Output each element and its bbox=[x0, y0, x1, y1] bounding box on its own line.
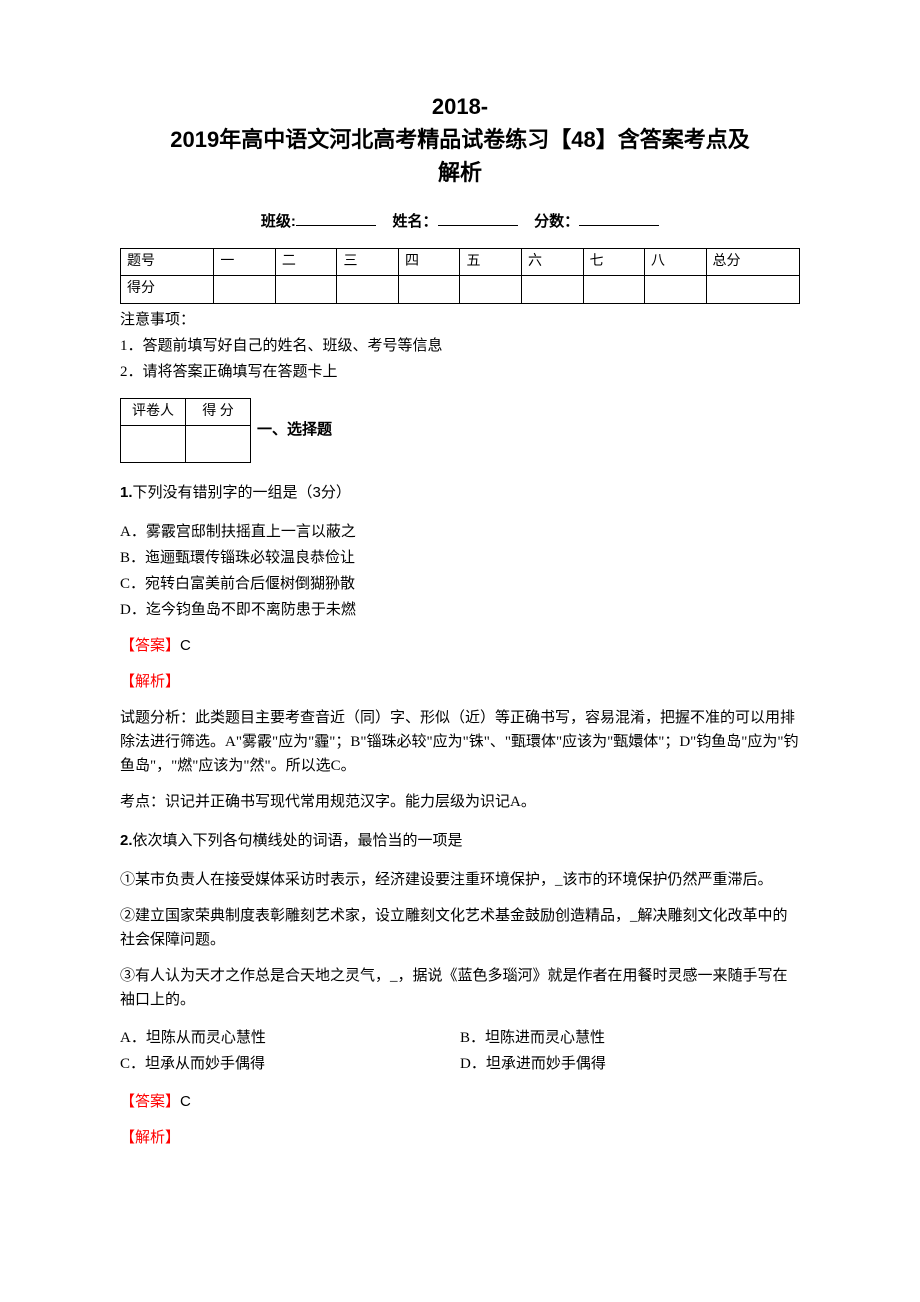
answer-line: 【答案】C bbox=[120, 1090, 800, 1114]
answer-label: 【答案】 bbox=[120, 1093, 180, 1110]
score-cell[interactable] bbox=[337, 276, 399, 303]
class-blank[interactable] bbox=[296, 209, 376, 226]
sub-item-text: ①某市负责人在接受媒体采访时表示，经济建设要注重环境保护，_该市的环境保护仍然严… bbox=[120, 872, 773, 888]
score-header: 五 bbox=[460, 249, 522, 276]
score-header: 一 bbox=[214, 249, 276, 276]
class-label: 班级: bbox=[261, 213, 296, 230]
title-line-3: 解析 bbox=[438, 160, 482, 185]
table-row: 得分 bbox=[121, 276, 800, 303]
score-header: 四 bbox=[398, 249, 460, 276]
score-header: 三 bbox=[337, 249, 399, 276]
score-cell[interactable] bbox=[645, 276, 707, 303]
option-d: D．迄今钧鱼岛不即不离防患于未燃 bbox=[120, 598, 800, 622]
score-header: 题号 bbox=[121, 249, 214, 276]
grader-block: 评卷人 得 分 一、选择题 bbox=[120, 398, 800, 463]
option-b: B．迤逦甄環传锱珠必较温良恭俭让 bbox=[120, 546, 800, 570]
grader-col1: 评卷人 bbox=[121, 398, 186, 425]
score-cell[interactable] bbox=[706, 276, 799, 303]
exam-title: 2018- 2019年高中语文河北高考精品试卷练习【48】含答案考点及 解析 bbox=[120, 90, 800, 189]
score-header: 总分 bbox=[706, 249, 799, 276]
name-label: 姓名： bbox=[392, 213, 437, 230]
score-header: 八 bbox=[645, 249, 707, 276]
score-cell[interactable] bbox=[583, 276, 645, 303]
option-c: C．宛转白富美前合后偃树倒猢狲散 bbox=[120, 572, 800, 596]
explain-label: 【解析】 bbox=[120, 670, 800, 694]
title-line-1: 2018- bbox=[432, 94, 488, 119]
table-row: 题号 一 二 三 四 五 六 七 八 总分 bbox=[121, 249, 800, 276]
form-line: 班级: 姓名： 分数： bbox=[120, 209, 800, 234]
option-d: D．坦承进而妙手偶得 bbox=[460, 1052, 800, 1076]
score-header: 六 bbox=[521, 249, 583, 276]
grader-col2: 得 分 bbox=[186, 398, 251, 425]
score-cell[interactable] bbox=[398, 276, 460, 303]
score-header: 二 bbox=[275, 249, 337, 276]
sub-item: ②建立国家荣典制度表彰雕刻艺术家，设立雕刻文化艺术基金鼓励创造精品，_解决雕刻文… bbox=[120, 904, 800, 952]
question-text: 下列没有错别字的一组是（3分） bbox=[133, 484, 351, 501]
answer-line: 【答案】C bbox=[120, 634, 800, 658]
answer-value: C bbox=[180, 637, 191, 654]
grader-blank[interactable] bbox=[186, 425, 251, 462]
score-cell[interactable] bbox=[460, 276, 522, 303]
sub-item-text: ②建立国家荣典制度表彰雕刻艺术家，设立雕刻文化艺术基金鼓励创造精品，_解决雕刻文… bbox=[120, 908, 788, 948]
score-cell[interactable] bbox=[214, 276, 276, 303]
explain-text: 试题分析：此类题目主要考查音近（同）字、形似（近）等正确书写，容易混淆，把握不准… bbox=[120, 706, 800, 778]
options: A．坦陈从而灵心慧性 C．坦承从而妙手偶得 B．坦陈进而灵心慧性 D．坦承进而妙… bbox=[120, 1024, 800, 1078]
score-label: 分数： bbox=[534, 213, 579, 230]
score-table: 题号 一 二 三 四 五 六 七 八 总分 得分 bbox=[120, 248, 800, 304]
score-blank[interactable] bbox=[579, 209, 659, 226]
grader-blank[interactable] bbox=[121, 425, 186, 462]
section-heading: 一、选择题 bbox=[257, 418, 332, 442]
notice-item: 2．请将答案正确填写在答题卡上 bbox=[120, 360, 800, 384]
score-cell[interactable] bbox=[275, 276, 337, 303]
sub-item-text: ③有人认为天才之作总是合天地之灵气，_，据说《蓝色多瑙河》就是作者在用餐时灵感一… bbox=[120, 968, 788, 1008]
option-a: A．坦陈从而灵心慧性 bbox=[120, 1026, 460, 1050]
answer-label: 【答案】 bbox=[120, 637, 180, 654]
sub-item: ①某市负责人在接受媒体采访时表示，经济建设要注重环境保护，_该市的环境保护仍然严… bbox=[120, 868, 800, 892]
option-c: C．坦承从而妙手偶得 bbox=[120, 1052, 460, 1076]
question-number: 1. bbox=[120, 484, 133, 501]
question-number: 2. bbox=[120, 832, 133, 849]
question-1: 1.下列没有错别字的一组是（3分） A．雾霰宫邸制扶摇直上一言以蔽之 B．迤逦甄… bbox=[120, 481, 800, 814]
score-cell[interactable] bbox=[521, 276, 583, 303]
option-a: A．雾霰宫邸制扶摇直上一言以蔽之 bbox=[120, 520, 800, 544]
notice-item: 1．答题前填写好自己的姓名、班级、考号等信息 bbox=[120, 334, 800, 358]
question-text: 依次填入下列各句横线处的词语，最恰当的一项是 bbox=[133, 832, 463, 849]
question-2: 2.依次填入下列各句横线处的词语，最恰当的一项是 ①某市负责人在接受媒体采访时表… bbox=[120, 829, 800, 1150]
score-row-label: 得分 bbox=[121, 276, 214, 303]
notice-block: 注意事项： 1．答题前填写好自己的姓名、班级、考号等信息 2．请将答案正确填写在… bbox=[120, 308, 800, 384]
explain-label: 【解析】 bbox=[120, 1126, 800, 1150]
name-blank[interactable] bbox=[438, 209, 518, 226]
answer-value: C bbox=[180, 1093, 191, 1110]
explain-text: 考点：识记并正确书写现代常用规范汉字。能力层级为识记A。 bbox=[120, 790, 800, 814]
grader-table: 评卷人 得 分 bbox=[120, 398, 251, 463]
question-stem: 1.下列没有错别字的一组是（3分） bbox=[120, 481, 800, 505]
title-line-2: 2019年高中语文河北高考精品试卷练习【48】含答案考点及 bbox=[170, 127, 749, 152]
question-stem: 2.依次填入下列各句横线处的词语，最恰当的一项是 bbox=[120, 829, 800, 853]
score-header: 七 bbox=[583, 249, 645, 276]
options: A．雾霰宫邸制扶摇直上一言以蔽之 B．迤逦甄環传锱珠必较温良恭俭让 C．宛转白富… bbox=[120, 520, 800, 622]
option-b: B．坦陈进而灵心慧性 bbox=[460, 1026, 800, 1050]
sub-item: ③有人认为天才之作总是合天地之灵气，_，据说《蓝色多瑙河》就是作者在用餐时灵感一… bbox=[120, 964, 800, 1012]
notice-heading: 注意事项： bbox=[120, 308, 800, 332]
